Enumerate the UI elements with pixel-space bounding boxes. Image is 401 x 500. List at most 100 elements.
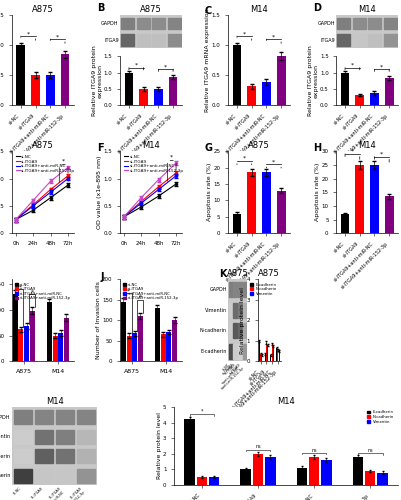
si-ITGA9+anti-miR-NC	[30, 203, 35, 209]
Text: F: F	[96, 143, 103, 153]
Bar	[232, 214, 241, 234]
Text: ns: ns	[310, 448, 316, 452]
Bar	[247, 172, 255, 234]
Bar	[340, 72, 348, 106]
Legend: si-NC, si-ITGA9, si-ITGA9+anti-miR-NC, si-ITGA9+anti-miR-152-3p: si-NC, si-ITGA9, si-ITGA9+anti-miR-NC, s…	[122, 281, 180, 302]
Bar	[364, 471, 375, 485]
Bar	[18, 330, 23, 361]
si-NC	[30, 208, 35, 214]
Text: H: H	[312, 143, 320, 153]
Bar	[168, 78, 177, 106]
Line: si-ITGA9+anti-miR-152-3p: si-ITGA9+anti-miR-152-3p	[14, 166, 69, 220]
Bar	[233, 282, 237, 297]
Bar	[232, 45, 241, 106]
Bar	[261, 82, 270, 106]
Bar	[30, 311, 35, 361]
Bar	[35, 468, 53, 482]
Bar	[46, 75, 55, 106]
Bar	[35, 430, 53, 444]
Text: B: B	[96, 4, 104, 14]
Bar	[336, 34, 350, 46]
Line: si-ITGA9: si-ITGA9	[122, 172, 177, 218]
Text: G: G	[204, 143, 212, 153]
Bar	[266, 345, 267, 361]
Title: M14: M14	[249, 5, 267, 14]
Line: si-NC: si-NC	[14, 184, 69, 220]
Bar	[259, 354, 261, 361]
Y-axis label: Relative ITGA9 protein
expression: Relative ITGA9 protein expression	[307, 46, 318, 116]
Text: *: *	[26, 31, 30, 36]
Bar	[296, 468, 306, 485]
Bar	[276, 190, 285, 234]
Bar	[383, 34, 396, 46]
Bar	[121, 34, 134, 46]
Y-axis label: Relative protein level: Relative protein level	[240, 286, 245, 354]
Text: *: *	[200, 409, 203, 414]
Title: A875: A875	[140, 5, 162, 14]
Bar	[237, 344, 241, 358]
Y-axis label: Relative protein level: Relative protein level	[156, 412, 161, 480]
Bar	[56, 449, 74, 463]
si-ITGA9	[121, 214, 126, 220]
Text: *: *	[170, 154, 173, 160]
Y-axis label: Number of Invasion cells: Number of Invasion cells	[95, 281, 100, 359]
si-NC	[48, 194, 53, 200]
Bar	[336, 18, 350, 29]
si-ITGA9	[173, 170, 178, 176]
Text: *: *	[242, 31, 245, 36]
si-NC	[173, 181, 178, 187]
Bar	[14, 430, 32, 444]
Bar	[369, 93, 378, 106]
Bar	[31, 75, 40, 106]
Bar	[352, 457, 362, 485]
Bar	[14, 410, 32, 424]
Bar	[228, 344, 232, 358]
Bar	[237, 324, 241, 338]
si-NC	[156, 193, 161, 199]
si-ITGA9+anti-miR-152-3p	[173, 160, 178, 166]
Legend: si-NC, si-ITGA9, si-ITGA9+anti-miR-NC, si-ITGA9+anti-miR-152-3p: si-NC, si-ITGA9, si-ITGA9+anti-miR-NC, s…	[14, 153, 77, 174]
Bar	[16, 45, 25, 106]
Bar	[264, 354, 265, 361]
si-ITGA9+anti-miR-NC	[48, 189, 53, 195]
Line: si-NC: si-NC	[122, 183, 177, 218]
Bar	[252, 454, 263, 485]
Bar	[242, 303, 246, 318]
Title: M14: M14	[142, 142, 160, 150]
Bar	[126, 336, 131, 361]
Text: ns: ns	[367, 448, 372, 452]
Bar	[276, 56, 285, 106]
Bar	[139, 89, 148, 106]
Bar	[196, 477, 207, 485]
Bar	[354, 95, 363, 106]
Title: M14: M14	[357, 142, 375, 150]
si-ITGA9+anti-miR-152-3p	[138, 194, 143, 200]
Bar	[13, 294, 18, 361]
Text: J: J	[100, 272, 103, 282]
Bar	[233, 324, 237, 338]
Text: *: *	[56, 34, 59, 39]
Text: *: *	[271, 160, 275, 164]
Line: si-ITGA9+anti-miR-NC: si-ITGA9+anti-miR-NC	[122, 174, 177, 218]
Bar	[24, 326, 29, 361]
si-ITGA9+anti-miR-NC	[65, 176, 70, 182]
Text: *: *	[242, 156, 245, 161]
Bar	[352, 34, 365, 46]
Bar	[247, 86, 255, 106]
Y-axis label: OD value (x1e-895 nm): OD value (x1e-895 nm)	[97, 156, 102, 229]
Line: si-ITGA9: si-ITGA9	[14, 174, 69, 220]
Bar	[14, 468, 32, 482]
Bar	[237, 282, 241, 297]
Bar	[261, 355, 262, 361]
Bar	[56, 410, 74, 424]
Text: *: *	[30, 290, 34, 294]
Bar	[228, 324, 232, 338]
Text: *: *	[134, 62, 138, 68]
Bar	[275, 348, 276, 361]
Text: *: *	[164, 64, 167, 69]
Bar	[367, 34, 381, 46]
Bar	[166, 332, 171, 361]
Text: *: *	[271, 34, 275, 39]
Bar	[64, 318, 69, 361]
Bar	[61, 54, 69, 106]
